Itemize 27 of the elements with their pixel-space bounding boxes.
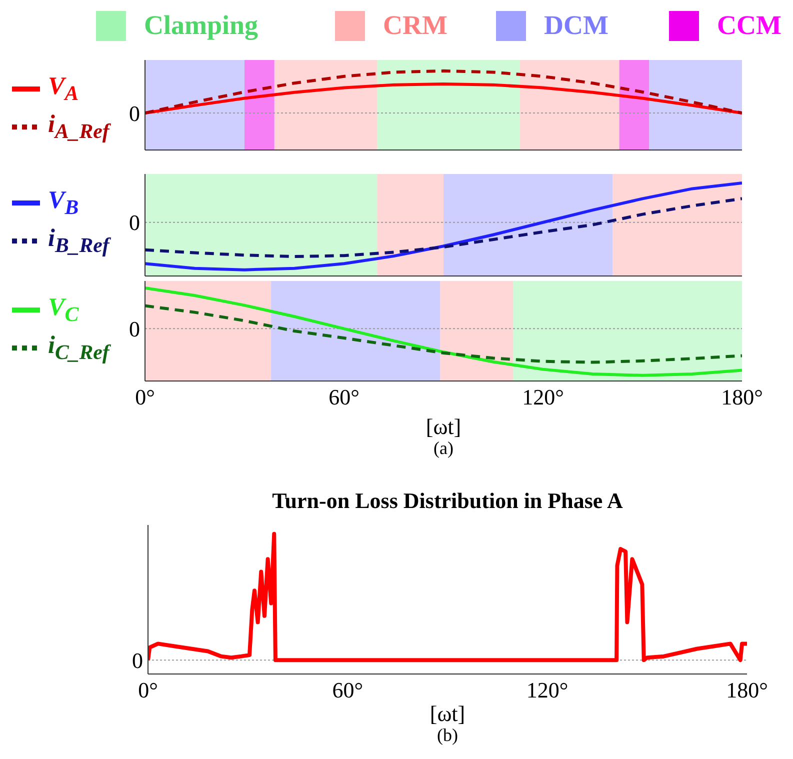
legend-label: CCM — [717, 10, 782, 41]
ref-line-label: 0 — [129, 210, 140, 236]
x-axis-title: [ωt] — [428, 701, 466, 727]
text: (b) — [436, 725, 459, 746]
x-axis-title: [ωt] — [424, 414, 462, 440]
legend-label: V$_{C}$ — [48, 294, 79, 326]
legend-label: V$_{B}$ — [48, 186, 79, 220]
ref-line-label: 0 — [129, 100, 140, 126]
legend-label: Clamping — [144, 10, 258, 41]
x-tick-label: 60° — [332, 678, 364, 703]
legend-label: i$_{C_Ref}$ — [48, 332, 110, 364]
ref-line-label: 0 — [129, 316, 140, 342]
x-tick-label: 120° — [526, 678, 568, 703]
x-tick-label: 180° — [721, 384, 763, 410]
legend-label: DCM — [544, 10, 608, 41]
x-tick-label: 180° — [726, 678, 768, 703]
legend-label: i$_{B_Ref}$ — [48, 224, 110, 258]
text: (a) — [432, 438, 454, 459]
legend-label: i$_{A_Ref}$ — [48, 110, 110, 144]
legend-label: V$_{A}$ — [48, 72, 79, 106]
x-tick-label: 120° — [522, 384, 564, 410]
legend-label: CRM — [383, 10, 448, 41]
x-tick-label: 0° — [138, 678, 158, 703]
x-tick-label: 0° — [135, 384, 155, 410]
x-tick-label: 60° — [328, 384, 360, 410]
ref-line-label: 0 — [132, 648, 143, 673]
chart-title: Turn-on Loss Distribution in Phase A — [271, 488, 624, 514]
